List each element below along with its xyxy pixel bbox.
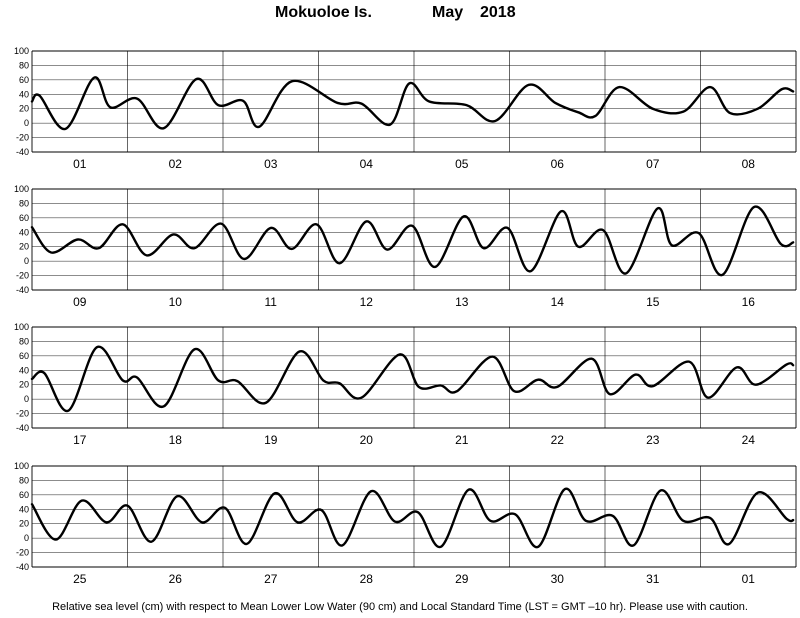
panel-3-ytick-label: 40 — [19, 365, 29, 375]
panel-3-day-label-19: 19 — [264, 433, 278, 447]
panel-2-ytick-label: 0 — [24, 256, 29, 266]
panel-1-ytick-label: 0 — [24, 118, 29, 128]
panel-3-tide-line — [30, 345, 795, 412]
panel-1-ytick-label: -20 — [16, 133, 29, 143]
panel-3-ytick-label: 80 — [19, 336, 29, 346]
footnote: Relative sea level (cm) with respect to … — [52, 601, 748, 613]
station-name: Mokuoloe Is. — [275, 4, 372, 21]
panel-3-ytick-label: 20 — [19, 380, 29, 390]
panel-1-ytick-label: 20 — [19, 104, 29, 114]
panel-3-day-label-22: 22 — [551, 433, 565, 447]
panel-1-day-label-02: 02 — [169, 157, 183, 171]
year-label: 2018 — [480, 4, 516, 21]
panel-1-day-label-04: 04 — [360, 157, 374, 171]
panel-2-ytick-label: 100 — [14, 184, 29, 194]
panel-2-ytick-label: 40 — [19, 227, 29, 237]
panel-2-day-label-14: 14 — [551, 295, 565, 309]
panel-4-ytick-label: 40 — [19, 504, 29, 514]
panel-1-tide-line — [30, 76, 795, 131]
panel-4-ytick-label: 80 — [19, 475, 29, 485]
panel-3-ytick-label: 60 — [19, 351, 29, 361]
panel-3-day-label-23: 23 — [646, 433, 660, 447]
panel-3-ytick-label: -40 — [16, 423, 29, 433]
panel-4-ytick-label: 60 — [19, 490, 29, 500]
panel-4-ytick-label: 100 — [14, 461, 29, 471]
panel-2-ytick-label: -40 — [16, 285, 29, 295]
panel-1-ytick-label: 100 — [14, 46, 29, 56]
panel-2-day-label-13: 13 — [455, 295, 469, 309]
panel-1-day-label-07: 07 — [646, 157, 660, 171]
panel-2-ytick-label: 80 — [19, 198, 29, 208]
panel-4-day-label-26: 26 — [169, 572, 183, 586]
panel-3-day-label-18: 18 — [169, 433, 183, 447]
panel-1-ytick-label: 60 — [19, 75, 29, 85]
panel-1-day-label-01: 01 — [73, 157, 87, 171]
panel-2-tide-line — [30, 205, 795, 277]
panel-2-day-label-10: 10 — [169, 295, 183, 309]
panel-2-ytick-label: 60 — [19, 213, 29, 223]
panel-4-day-label-01: 01 — [742, 572, 756, 586]
panel-3-ytick-label: 0 — [24, 394, 29, 404]
panel-1-day-label-03: 03 — [264, 157, 278, 171]
panel-3-day-label-24: 24 — [742, 433, 756, 447]
panel-4-ytick-label: 20 — [19, 519, 29, 529]
panel-4-day-label-25: 25 — [73, 572, 87, 586]
panel-1-day-label-05: 05 — [455, 157, 469, 171]
month-label: May — [432, 4, 464, 21]
panel-4-day-label-27: 27 — [264, 572, 278, 586]
panel-4-day-label-30: 30 — [551, 572, 565, 586]
panel-2-day-label-11: 11 — [265, 295, 278, 309]
panel-1-day-label-06: 06 — [551, 157, 565, 171]
panel-1-ytick-label: 80 — [19, 60, 29, 70]
panel-2-day-label-15: 15 — [646, 295, 660, 309]
panel-3-ytick-label: 100 — [14, 322, 29, 332]
panel-4-tide-line — [30, 487, 795, 549]
panel-1-ytick-label: 40 — [19, 89, 29, 99]
panel-2-day-label-09: 09 — [73, 295, 87, 309]
panel-2-day-label-12: 12 — [360, 295, 374, 309]
panel-4-ytick-label: -20 — [16, 548, 29, 558]
panel-3-day-label-21: 21 — [455, 433, 469, 447]
panel-4-ytick-label: -40 — [16, 562, 29, 572]
panel-1-ytick-label: -40 — [16, 147, 29, 157]
panel-4-day-label-29: 29 — [455, 572, 469, 586]
panel-2-day-label-16: 16 — [742, 295, 756, 309]
panel-1-day-label-08: 08 — [742, 157, 756, 171]
panel-4-ytick-label: 0 — [24, 533, 29, 543]
panel-3-ytick-label: -20 — [16, 409, 29, 419]
panel-4-day-label-31: 31 — [646, 572, 660, 586]
panel-4-day-label-28: 28 — [360, 572, 374, 586]
chart-title: Mokuoloe Is. May 2018 — [0, 4, 800, 28]
panel-3-day-label-17: 17 — [73, 433, 87, 447]
panel-3-day-label-20: 20 — [360, 433, 374, 447]
panel-2-ytick-label: 20 — [19, 242, 29, 252]
panel-2-ytick-label: -20 — [16, 271, 29, 281]
